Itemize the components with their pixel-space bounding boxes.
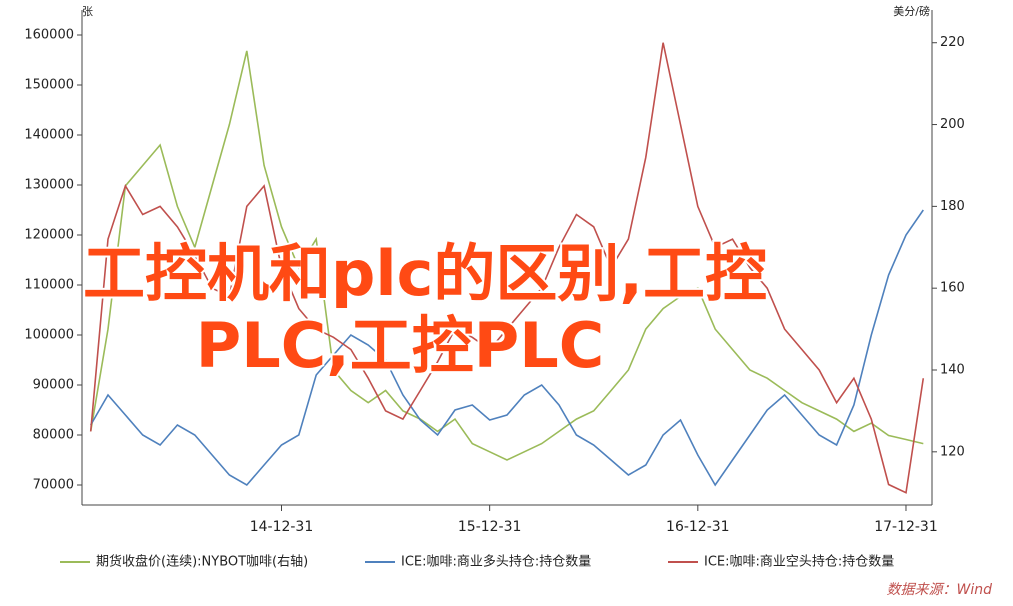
y-tick-label: 120000 (24, 228, 74, 243)
legend-label: ICE:咖啡:商业多头持仓:持仓数量 (401, 554, 591, 570)
y2-tick-label: 180 (940, 199, 965, 214)
x-tick-label: 14-12-31 (250, 519, 314, 535)
legend-label: 期货收盘价(连续):NYBOT咖啡(右轴) (96, 554, 308, 570)
series-line (89, 50, 924, 461)
x-tick-label: 16-12-31 (666, 519, 730, 535)
y2-tick-label: 220 (940, 35, 965, 50)
y-tick-label: 100000 (24, 328, 74, 343)
y-axis-unit: 张 (82, 5, 93, 18)
y-tick-label: 80000 (33, 428, 74, 443)
x-tick-label: 17-12-31 (874, 519, 938, 535)
y-tick-label: 90000 (33, 378, 74, 393)
y-tick-label: 140000 (24, 128, 74, 143)
overlay-title: 工控机和plc的区别,工控 (83, 237, 767, 310)
series-line (90, 209, 924, 487)
y-tick-label: 110000 (24, 278, 74, 293)
y2-tick-label: 160 (940, 281, 965, 296)
y-tick-label: 130000 (24, 178, 74, 193)
y-tick-label: 160000 (24, 28, 74, 43)
legend-label: ICE:咖啡:商业空头持仓:持仓数量 (704, 555, 894, 570)
x-tick-label: 15-12-31 (458, 519, 522, 535)
y-tick-label: 70000 (33, 478, 74, 493)
y2-tick-label: 200 (940, 117, 965, 132)
y2-tick-label: 120 (940, 444, 965, 459)
y2-tick-label: 140 (940, 363, 965, 378)
overlay-title: PLC,工控PLC (196, 309, 604, 382)
y-tick-label: 150000 (24, 78, 74, 93)
y2-axis-unit: 美分/磅 (893, 4, 930, 18)
source-note: 数据来源：Wind (887, 582, 993, 598)
series-line (89, 42, 925, 494)
